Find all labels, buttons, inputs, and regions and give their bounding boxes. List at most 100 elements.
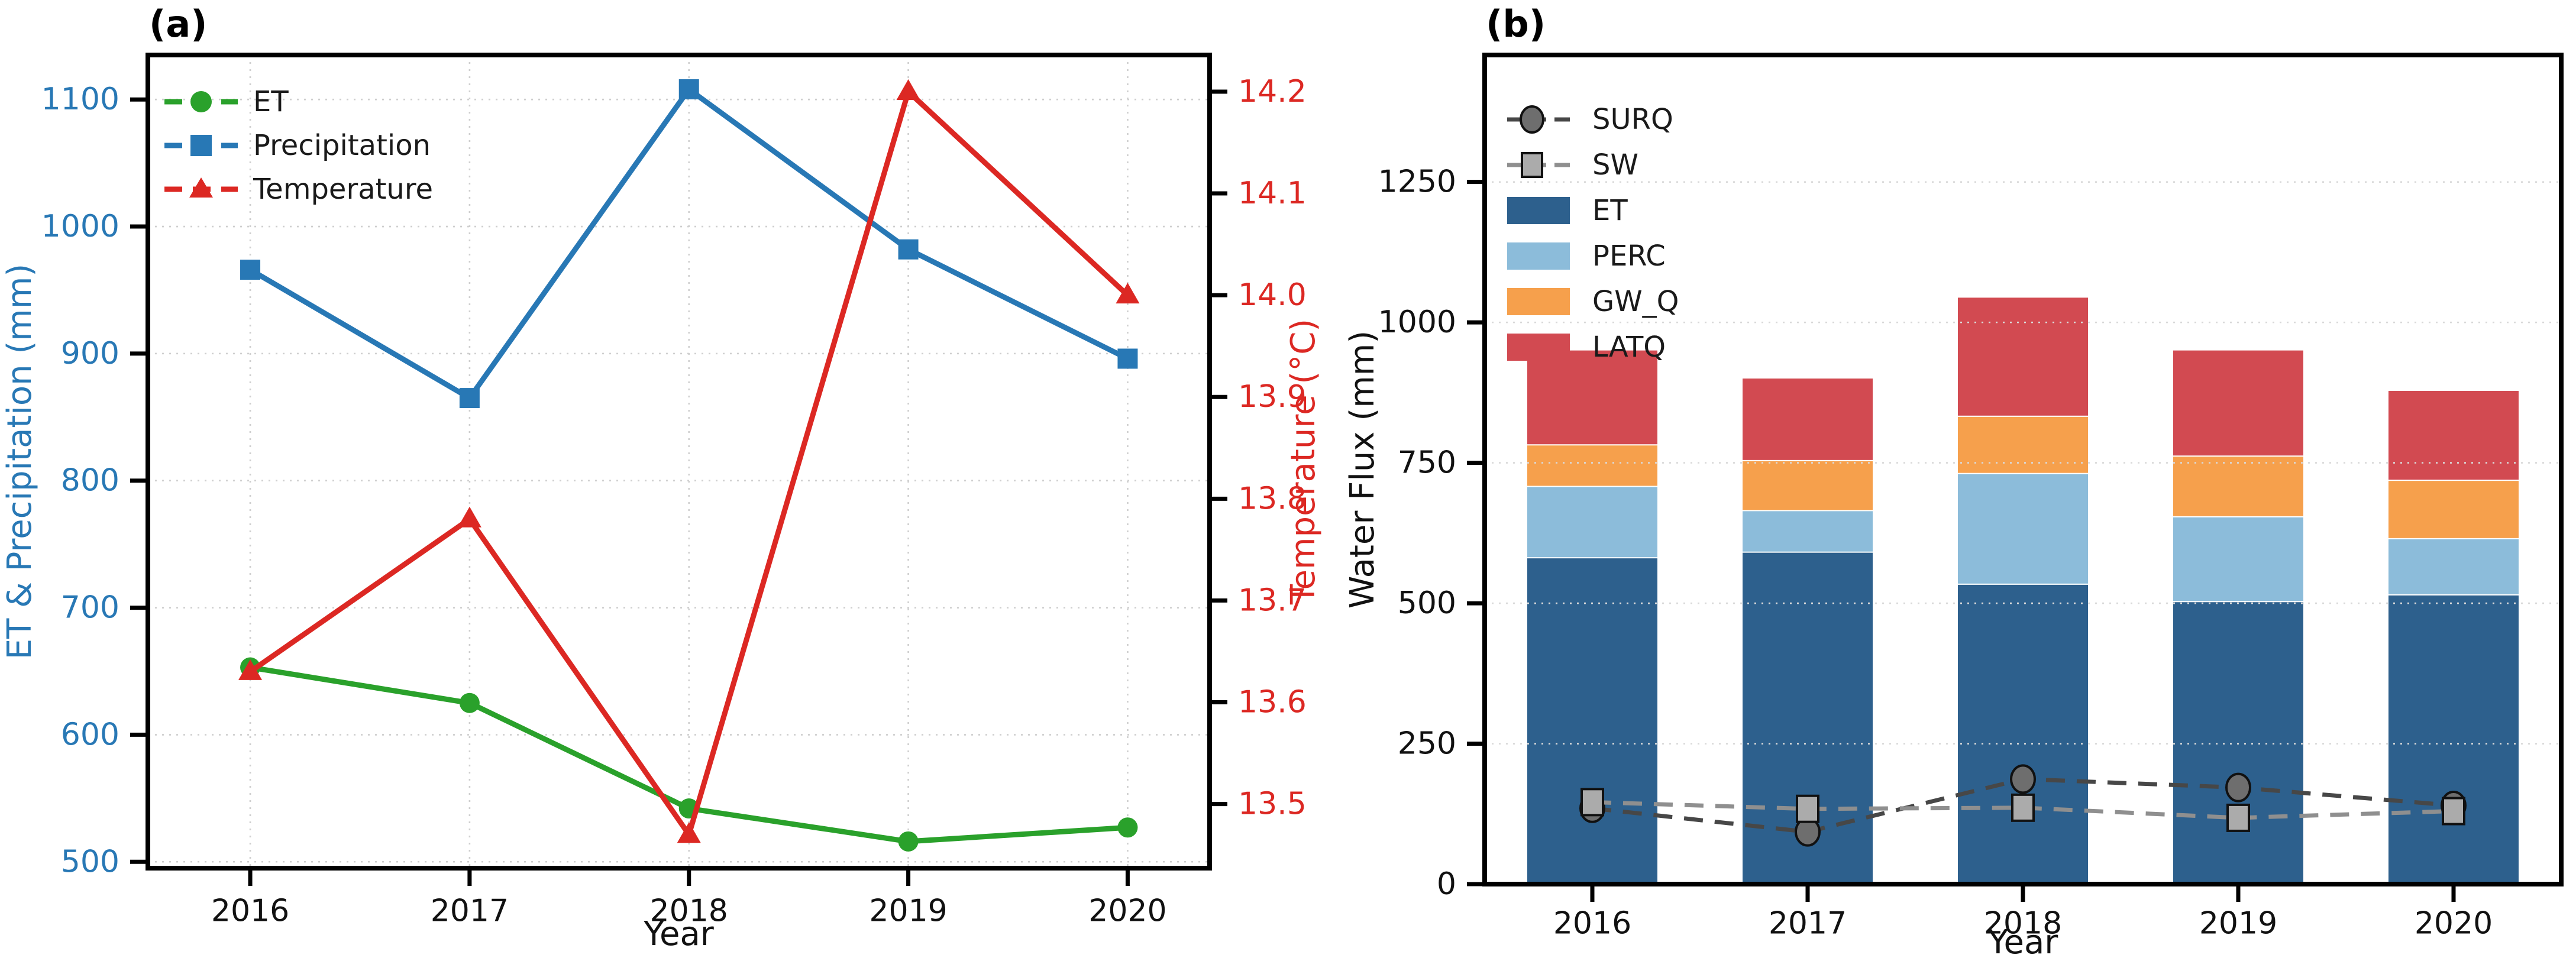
et-marker bbox=[459, 693, 480, 713]
gw_q-legend-patch bbox=[1507, 288, 1570, 315]
x-tick-label: 2017 bbox=[431, 894, 509, 929]
y-left-tick-label: 900 bbox=[61, 336, 119, 371]
precipitation-marker bbox=[1117, 348, 1138, 369]
legend-label: Precipitation bbox=[253, 129, 431, 162]
bar-segment-gw_q-2017 bbox=[1743, 460, 1873, 510]
y-tick-label: 1250 bbox=[1378, 164, 1456, 200]
precipitation-marker bbox=[240, 260, 261, 280]
bar-segment-latq-2020 bbox=[2388, 391, 2519, 480]
y-tick-label: 1000 bbox=[1378, 305, 1456, 340]
x-tick-label: 2016 bbox=[211, 894, 289, 929]
y-right-tick-label: 13.8 bbox=[1238, 481, 1307, 516]
y-right-tick-label: 13.5 bbox=[1238, 787, 1307, 822]
temperature-marker bbox=[457, 506, 481, 528]
bar-segment-perc-2019 bbox=[2173, 516, 2303, 601]
bar-segment-gw_q-2020 bbox=[2388, 480, 2519, 538]
sw-marker bbox=[1796, 794, 1819, 823]
precipitation-marker bbox=[459, 388, 480, 409]
et-marker bbox=[898, 831, 919, 852]
bar-segment-latq-2019 bbox=[2173, 350, 2303, 456]
y-left-tick-label: 1000 bbox=[41, 209, 119, 244]
sw-marker bbox=[2442, 797, 2465, 826]
y-tick-label: 500 bbox=[1398, 585, 1456, 621]
perc-legend-patch bbox=[1507, 242, 1570, 270]
y-left-tick-label: 600 bbox=[61, 717, 119, 752]
y-left-tick-label: 700 bbox=[61, 590, 119, 626]
legend-label: LATQ bbox=[1592, 331, 1666, 364]
y-tick-label: 0 bbox=[1437, 866, 1456, 902]
y-right-tick-label: 14.0 bbox=[1238, 277, 1307, 313]
temperature-marker bbox=[677, 822, 701, 843]
sw-legend-marker bbox=[1521, 152, 1543, 178]
y-left-tick-label: 800 bbox=[61, 463, 119, 499]
y-left-tick-label: 1100 bbox=[41, 82, 119, 117]
x-axis-title: Year bbox=[1987, 923, 2059, 961]
surq-legend-marker bbox=[1520, 105, 1544, 134]
bar-segment-gw_q-2019 bbox=[2173, 455, 2303, 516]
panel-b-title: (b) bbox=[1486, 2, 1546, 46]
surq-marker bbox=[2010, 764, 2036, 794]
bar-segment-perc-2016 bbox=[1527, 486, 1657, 558]
y-right-tick-label: 13.6 bbox=[1238, 684, 1307, 720]
temperature-marker bbox=[896, 79, 920, 100]
precipitation-marker bbox=[678, 79, 699, 100]
x-tick-label: 2017 bbox=[1769, 906, 1847, 941]
bar-segment-latq-2017 bbox=[1743, 378, 1873, 460]
et-legend-marker bbox=[190, 91, 212, 112]
bar-segment-perc-2018 bbox=[1958, 473, 2088, 584]
x-axis-title: Year bbox=[643, 915, 715, 953]
x-tick-label: 2019 bbox=[869, 894, 947, 929]
surq-marker bbox=[2225, 772, 2251, 803]
bar-segment-perc-2020 bbox=[2388, 538, 2519, 594]
plot-border bbox=[146, 53, 1212, 871]
x-tick-label: 2020 bbox=[1088, 894, 1166, 929]
x-tick-label: 2019 bbox=[2199, 906, 2277, 941]
temperature-legend-marker bbox=[189, 177, 213, 198]
y-tick-label: 750 bbox=[1398, 445, 1456, 481]
et-legend-patch bbox=[1507, 197, 1570, 224]
legend-label: GW_Q bbox=[1592, 285, 1679, 318]
x-tick-label: 2016 bbox=[1553, 906, 1631, 941]
et-marker bbox=[1117, 817, 1138, 838]
bar-segment-et-2019 bbox=[2173, 601, 2303, 884]
legend-label: SW bbox=[1592, 148, 1638, 182]
bar-segment-latq-2016 bbox=[1527, 350, 1657, 445]
y-left-tick-label: 500 bbox=[61, 844, 119, 879]
y-tick-label: 250 bbox=[1398, 726, 1456, 762]
latq-legend-patch bbox=[1507, 334, 1570, 361]
bar-segment-et-2020 bbox=[2388, 594, 2519, 884]
y-right-axis-title: Temperature (°C) bbox=[1284, 319, 1323, 605]
temperature-marker bbox=[1116, 283, 1140, 304]
sw-marker bbox=[1580, 788, 1604, 817]
precipitation-marker bbox=[898, 239, 919, 260]
panel-a-title: (a) bbox=[149, 2, 208, 46]
legend-label: ET bbox=[1592, 194, 1628, 227]
legend-label: Temperature bbox=[253, 173, 433, 206]
y-right-tick-label: 14.1 bbox=[1238, 176, 1307, 211]
y-right-tick-label: 14.2 bbox=[1238, 74, 1307, 109]
bar-segment-latq-2018 bbox=[1958, 297, 2088, 416]
sw-marker bbox=[2226, 803, 2250, 832]
y-left-axis-title: ET & Precipitation (mm) bbox=[1, 264, 39, 659]
bar-segment-gw_q-2018 bbox=[1958, 415, 2088, 473]
x-tick-label: 2018 bbox=[1984, 906, 2062, 941]
precipitation-legend-marker bbox=[190, 135, 212, 156]
legend-label: ET bbox=[253, 85, 289, 118]
temperature-marker bbox=[238, 659, 263, 680]
bar-segment-perc-2017 bbox=[1743, 510, 1873, 552]
y-right-tick-label: 13.9 bbox=[1238, 379, 1307, 415]
sw-marker bbox=[2011, 793, 2035, 822]
bar-segment-et-2016 bbox=[1527, 557, 1657, 884]
legend-label: PERC bbox=[1592, 240, 1666, 273]
bar-segment-gw_q-2016 bbox=[1527, 444, 1657, 486]
legend-label: SURQ bbox=[1592, 103, 1673, 136]
panel-a: 500 600 700 800 900 1000 1100 13.5 13.6 13.7 13.8 1… bbox=[1, 2, 1323, 953]
x-tick-label: 2020 bbox=[2415, 906, 2493, 941]
y-right-tick-label: 13.7 bbox=[1238, 583, 1307, 618]
bar-segment-et-2018 bbox=[1958, 583, 2088, 884]
y-axis-title: Water Flux (mm) bbox=[1343, 331, 1382, 609]
panel-b: 0 250 500 750 1000 1250 2016 2017 2018 2019 2020 Wa… bbox=[1343, 2, 2564, 961]
x-tick-label: 2018 bbox=[650, 894, 728, 929]
